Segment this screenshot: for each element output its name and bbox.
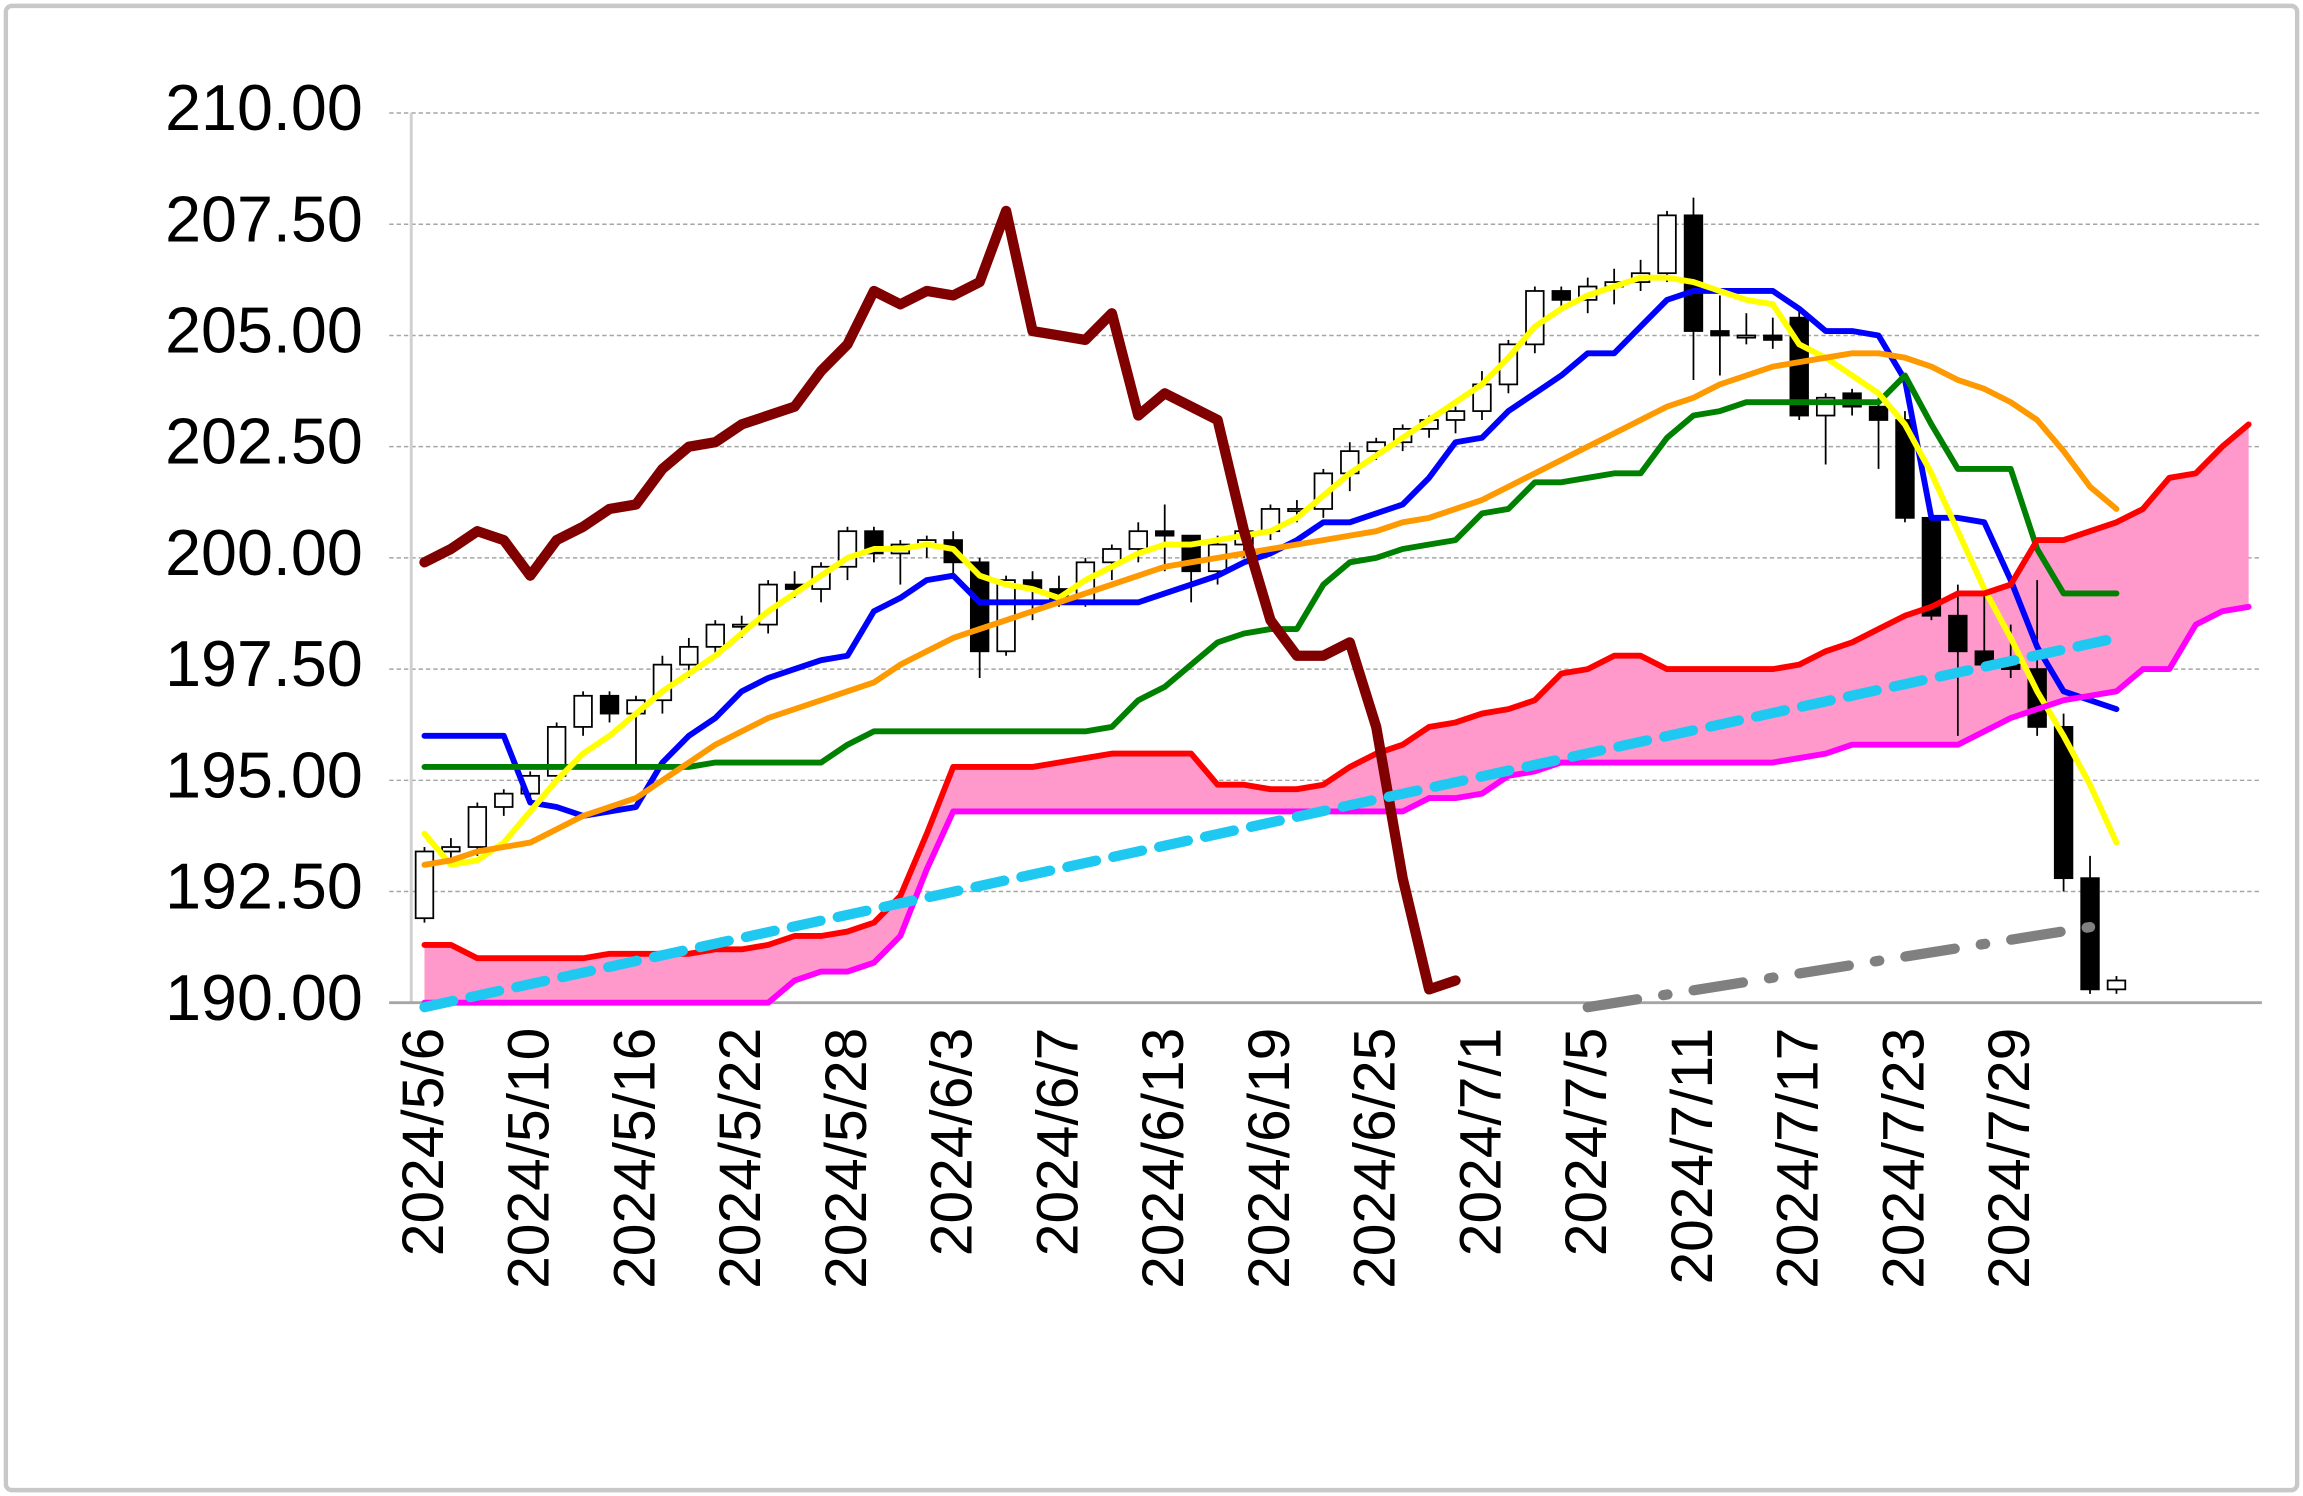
candle-body	[679, 645, 699, 666]
x-tick-label: 2024/6/19	[1237, 1028, 1302, 1289]
candle-body	[494, 792, 514, 808]
candle-body	[2106, 979, 2127, 991]
candle-body	[1155, 530, 1175, 537]
x-tick-label: 2024/6/3	[920, 1028, 985, 1257]
candle-body	[1445, 410, 1466, 421]
y-tick-label: 190.00	[165, 962, 363, 1034]
candle-body	[1763, 334, 1783, 341]
y-tick-label: 202.50	[165, 406, 363, 478]
x-tick-label: 2024/7/5	[1554, 1028, 1619, 1257]
x-tick-label: 2024/6/13	[1131, 1028, 1196, 1289]
y-tick-label: 197.50	[165, 628, 363, 700]
candle-body	[1736, 334, 1757, 339]
candle-body	[414, 850, 435, 920]
trend-line	[1582, 921, 2096, 1013]
candle-body	[1102, 548, 1122, 564]
candle-body	[599, 694, 620, 715]
indicator-line	[421, 274, 2120, 868]
candle-body	[1657, 214, 1677, 275]
candle-body	[705, 623, 725, 648]
y-tick-label: 200.00	[165, 517, 363, 589]
x-tick-label: 2024/5/16	[602, 1028, 667, 1289]
y-tick-label: 207.50	[165, 183, 363, 255]
x-tick-label: 2024/7/11	[1660, 1028, 1725, 1285]
candle-body	[441, 846, 461, 853]
plot-area	[414, 197, 2252, 1013]
indicator-line	[421, 421, 2252, 962]
candle-body	[546, 726, 567, 777]
x-tick-label: 2024/5/6	[391, 1028, 456, 1257]
candle-body	[2053, 726, 2074, 880]
x-tick-label: 2024/6/25	[1343, 1028, 1408, 1289]
y-tick-label: 195.00	[165, 739, 363, 811]
candle-body	[1683, 214, 1704, 332]
candle-body	[467, 806, 488, 848]
candle-body	[1551, 290, 1571, 301]
candle-body	[1710, 330, 1730, 337]
y-tick-label: 205.00	[165, 295, 363, 367]
x-tick-label: 2024/7/17	[1766, 1028, 1831, 1289]
y-tick-label: 210.00	[165, 72, 363, 144]
indicator-line	[421, 603, 2252, 1006]
indicator-line	[421, 372, 2120, 770]
x-tick-label: 2024/7/23	[1871, 1028, 1936, 1289]
x-tick-label: 2024/5/22	[708, 1028, 773, 1289]
cloud-fill	[424, 424, 2249, 1003]
x-tick-label: 2024/7/1	[1448, 1028, 1513, 1257]
candle-body	[1128, 530, 1148, 550]
x-tick-label: 2024/5/10	[497, 1028, 562, 1289]
candle-body	[1868, 405, 1889, 421]
indicator-line	[419, 205, 1461, 995]
chart-frame	[3, 3, 2300, 1493]
indicator-line	[421, 350, 2120, 868]
x-tick-label: 2024/6/7	[1025, 1028, 1090, 1257]
y-tick-label: 192.50	[165, 851, 363, 923]
candle-body	[1948, 614, 1968, 653]
candle-body	[573, 694, 593, 728]
x-tick-label: 2024/5/28	[814, 1028, 879, 1289]
x-tick-label: 2024/7/29	[1977, 1028, 2042, 1289]
candle-body	[2080, 877, 2100, 991]
indicator-line	[421, 288, 2120, 819]
trend-line	[419, 632, 2122, 1013]
